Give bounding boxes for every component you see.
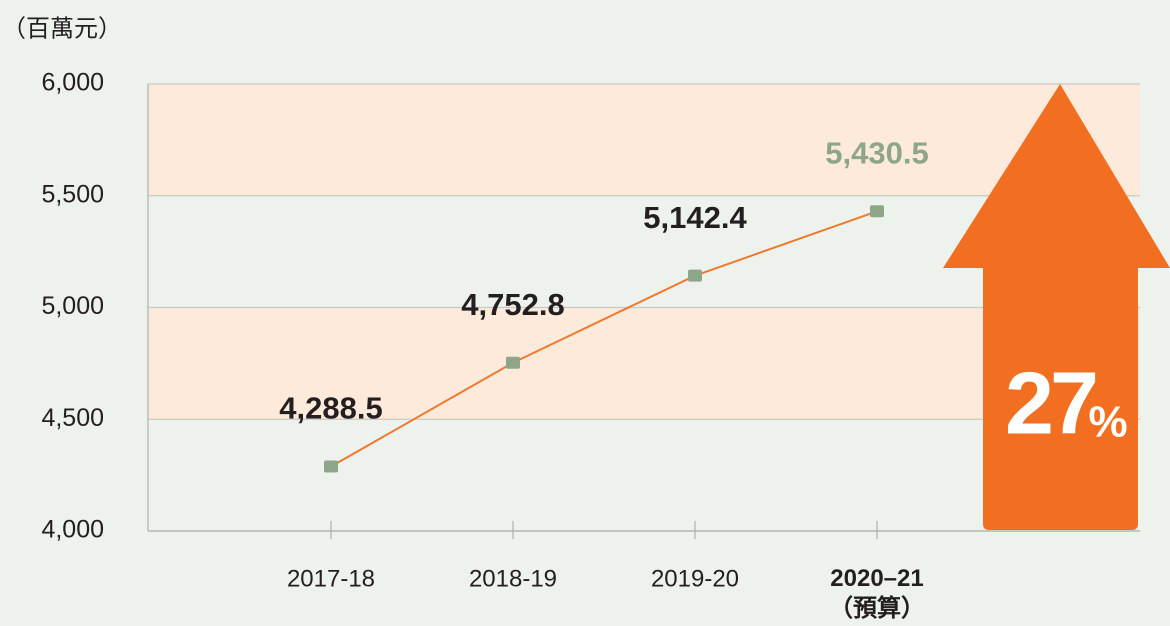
marker	[688, 269, 702, 282]
y-tick-label: 6,000	[41, 69, 104, 97]
value-label: 4,288.5	[279, 391, 382, 426]
increase-label: 27	[1005, 353, 1096, 452]
y-tick-label: 4,000	[41, 516, 104, 544]
marker	[506, 356, 520, 369]
y-tick-label: 5,500	[41, 180, 104, 208]
increase-arrow	[943, 84, 1170, 530]
marker	[870, 205, 884, 218]
x-tick-label: 2019-20	[651, 565, 739, 592]
band	[148, 84, 1140, 196]
increase-unit: %	[1088, 398, 1127, 447]
y-tick-label: 4,500	[41, 404, 104, 432]
band	[148, 307, 1140, 420]
y-tick-label: 5,000	[41, 292, 104, 320]
line	[330, 210, 878, 468]
x-tick-label: 2017-18	[287, 565, 375, 592]
value-label: 5,430.5	[825, 135, 928, 170]
x-tick-label: 2020–21 （預算）	[829, 565, 925, 622]
marker	[324, 460, 338, 473]
unit-label: （百萬元）	[2, 15, 122, 42]
value-label: 4,752.8	[461, 287, 564, 322]
value-label: 5,142.4	[643, 200, 747, 235]
x-tick-label: 2018-19	[469, 565, 557, 592]
